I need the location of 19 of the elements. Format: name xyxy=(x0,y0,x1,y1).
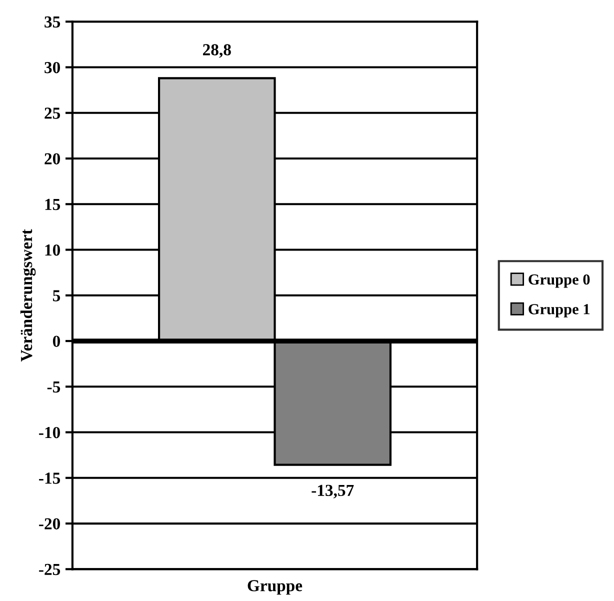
y-tick-label: -20 xyxy=(39,518,60,530)
y-axis-title: Veränderungswert xyxy=(20,229,36,362)
y-tick-label: -25 xyxy=(39,564,60,576)
x-axis-title: Gruppe xyxy=(248,580,302,595)
data-label: 28,8 xyxy=(203,44,231,58)
data-label: -13,57 xyxy=(312,484,354,498)
legend-label: Gruppe 0 xyxy=(528,274,590,288)
legend-label: Gruppe 1 xyxy=(528,304,590,318)
y-tick-label: 35 xyxy=(44,16,60,28)
y-tick-label: 30 xyxy=(44,62,60,74)
y-tick-label: -10 xyxy=(39,426,60,438)
y-tick-label: -15 xyxy=(39,472,60,484)
y-tick-label: 10 xyxy=(45,244,60,256)
y-tick-label: 20 xyxy=(44,153,60,164)
y-tick-label: 15 xyxy=(45,198,60,210)
y-tick-label: 0 xyxy=(52,336,60,347)
y-tick-label: -5 xyxy=(47,382,60,393)
y-tick-label: 25 xyxy=(44,108,60,119)
y-tick-label: 5 xyxy=(52,290,60,302)
